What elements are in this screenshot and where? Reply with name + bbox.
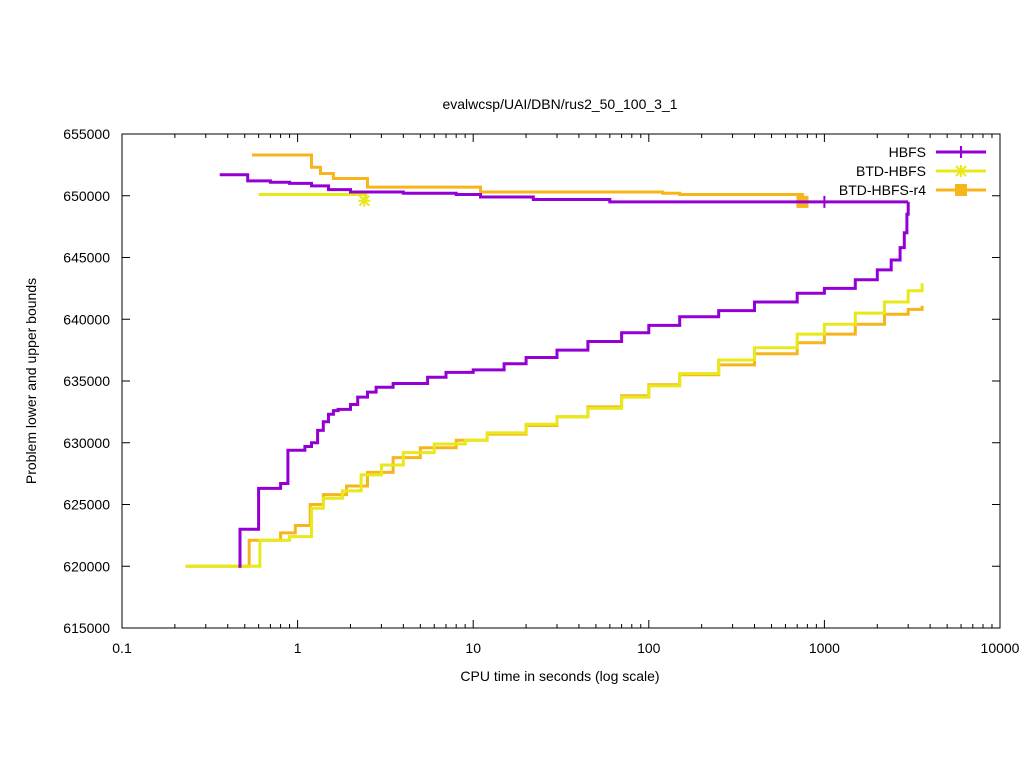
hbfs-marker (818, 195, 831, 208)
series-layer (185, 153, 924, 568)
legend-marker-btd-hbfs (955, 165, 967, 177)
y-tick-label: 655000 (63, 126, 110, 142)
chart-title: evalwcsp/UAI/DBN/rus2_50_100_3_1 (442, 96, 677, 112)
legend-marker-btd-hbfs-r4 (955, 184, 967, 196)
btd-hbfs-lower-line (185, 283, 924, 568)
hbfs-upper-line (219, 173, 909, 204)
legend-marker-hbfs (955, 146, 967, 158)
x-tick-label: 1000 (809, 640, 840, 656)
plot-frame (121, 133, 1001, 629)
y-tick-label: 645000 (63, 250, 110, 266)
x-axis: 0.1 1 10 100 1000 10000 (112, 134, 1020, 656)
y-tick-label: 615000 (63, 620, 110, 636)
y-axis-label: Problem lower and upper bounds (23, 278, 39, 484)
x-tick-label: 10 (465, 640, 481, 656)
x-tick-label: 100 (637, 640, 661, 656)
y-tick-label: 625000 (63, 497, 110, 513)
x-tick-label: 0.1 (112, 640, 132, 656)
y-tick-label: 630000 (63, 435, 110, 451)
x-tick-label: 1 (294, 640, 302, 656)
x-axis-label: CPU time in seconds (log scale) (460, 668, 659, 684)
y-tick-label: 620000 (63, 558, 110, 574)
y-tick-label: 640000 (63, 311, 110, 327)
y-tick-label: 650000 (63, 188, 110, 204)
hbfs-lower-line (238, 201, 910, 568)
legend: HBFS BTD-HBFS BTD-HBFS-r4 (839, 144, 986, 198)
x-tick-label: 10000 (981, 640, 1020, 656)
btd-hbfs-upper-line (258, 193, 368, 201)
legend-label-hbfs: HBFS (889, 144, 926, 160)
legend-label-btd-hbfs: BTD-HBFS (856, 163, 926, 179)
y-axis: 615000 620000 625000 630000 635000 640000 6450… (63, 126, 1000, 636)
legend-label-btd-hbfs-r4: BTD-HBFS-r4 (839, 182, 926, 198)
y-tick-label: 635000 (63, 373, 110, 389)
btd-hbfs-r4-upper-line (252, 153, 804, 202)
btd-hbfs-marker (358, 194, 371, 207)
